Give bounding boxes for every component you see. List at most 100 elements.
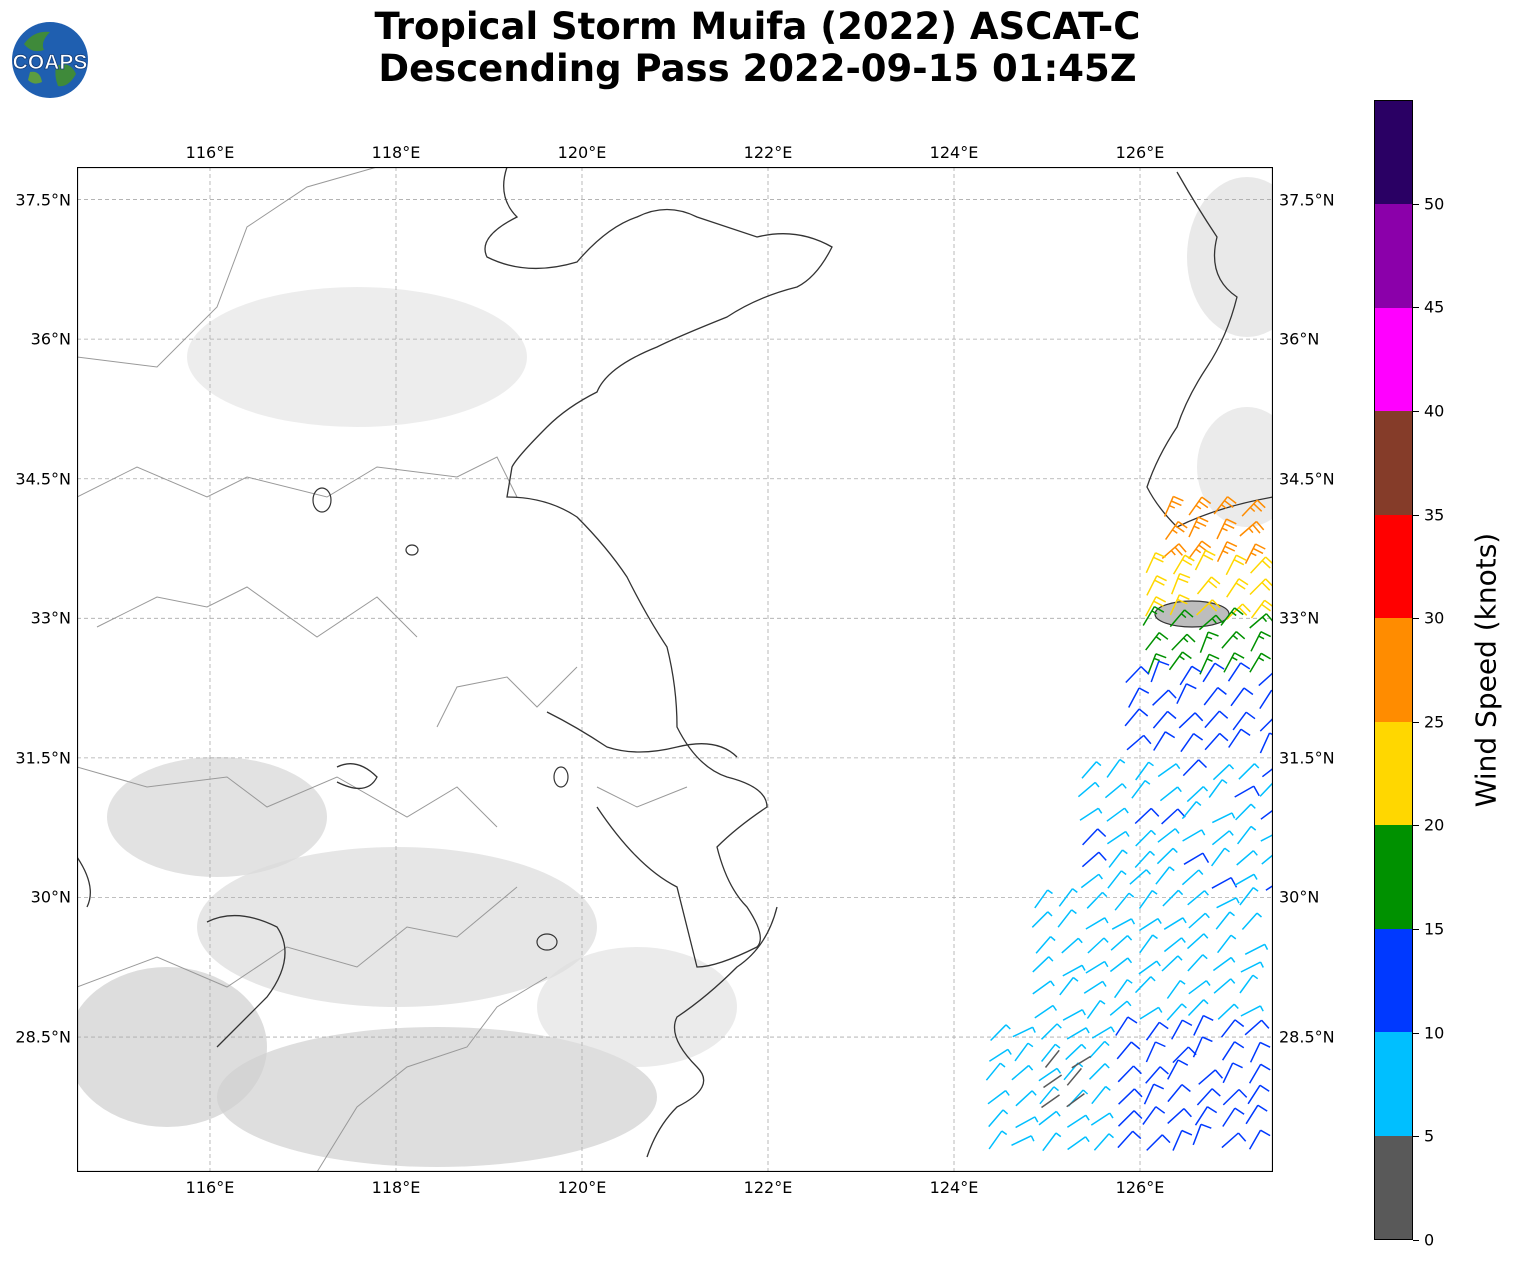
- colorbar-tick-mark: [1413, 1032, 1419, 1034]
- colorbar-segment: [1375, 825, 1412, 929]
- colorbar-tick-label: 15: [1424, 919, 1445, 939]
- wind-barb: [1087, 937, 1109, 954]
- wind-barb: [1058, 888, 1078, 907]
- wind-barb: [1142, 1106, 1166, 1125]
- wind-barb: [1163, 917, 1187, 930]
- wind-barb: [1261, 853, 1273, 865]
- colorbar-tick-label: 25: [1424, 712, 1445, 732]
- wind-barb: [1032, 980, 1055, 995]
- wind-barb: [1135, 761, 1154, 781]
- wind-barb: [1196, 576, 1221, 595]
- wind-barb: [1038, 1110, 1061, 1126]
- wind-barb: [1188, 496, 1212, 516]
- colorbar-tick-label: 50: [1424, 194, 1445, 214]
- wind-barb: [1237, 825, 1257, 845]
- wind-barb: [1145, 596, 1167, 617]
- wind-barb: [1108, 849, 1128, 868]
- wind-barb: [1104, 783, 1127, 799]
- lon-tick-label-top: 126°E: [1115, 143, 1165, 162]
- wind-barb: [988, 1109, 1009, 1128]
- logo-text: COAPS: [13, 51, 88, 74]
- wind-barb: [1043, 1074, 1063, 1089]
- wind-barb: [1086, 891, 1108, 909]
- wind-barb: [1042, 1132, 1062, 1152]
- wind-barb: [1222, 1062, 1243, 1084]
- wind-barb: [1118, 1088, 1143, 1105]
- title-line-2: Descending Pass 2022-09-15 01:45Z: [378, 47, 1137, 90]
- wind-barb: [1221, 631, 1246, 649]
- wind-barb: [1245, 1104, 1268, 1125]
- wind-barb: [1248, 1063, 1271, 1084]
- wind-barb: [1146, 575, 1167, 596]
- wind-barb: [1066, 1114, 1090, 1128]
- wind-barb: [1228, 728, 1251, 748]
- wind-barb: [1260, 809, 1273, 820]
- wind-barb: [987, 1090, 1010, 1105]
- wind-barb: [1117, 1110, 1143, 1127]
- lat-tick-label-left: 36°N: [30, 329, 71, 349]
- wind-barb: [1128, 687, 1150, 708]
- wind-barb: [1210, 847, 1230, 867]
- wind-barb: [1117, 1130, 1142, 1149]
- wind-barb: [1150, 660, 1170, 683]
- lat-tick-label-left: 34.5°N: [15, 469, 71, 489]
- wind-barb: [988, 1130, 1008, 1150]
- wind-barb: [1265, 884, 1273, 891]
- wind-barb: [1167, 1108, 1192, 1124]
- wind-barb: [1212, 956, 1236, 972]
- wind-barb: [1145, 1021, 1169, 1041]
- wind-barb: [1082, 828, 1107, 846]
- wind-barb: [1157, 763, 1181, 778]
- lat-tick-label-right: 31.5°N: [1279, 748, 1335, 768]
- colorbar-tick-label: 35: [1424, 505, 1445, 525]
- wind-barb: [1220, 607, 1244, 626]
- colorbar-tick-label: 40: [1424, 401, 1445, 421]
- wind-barb: [988, 1048, 1012, 1062]
- wind-barb: [1186, 786, 1209, 803]
- wind-barb: [1204, 732, 1229, 751]
- wind-barb: [1176, 683, 1197, 705]
- wind-barb: [1011, 1064, 1034, 1081]
- wind-barb: [1259, 732, 1273, 754]
- wind-barb: [1014, 1042, 1034, 1062]
- wind-barb: [1109, 1000, 1132, 1016]
- wind-barb: [1089, 1040, 1110, 1059]
- lon-tick-label-top: 124°E: [929, 143, 979, 162]
- lon-tick-label-top: 122°E: [743, 143, 793, 162]
- wind-barb: [1188, 912, 1210, 929]
- wind-barb: [1086, 999, 1106, 1019]
- wind-barb: [1169, 594, 1190, 616]
- wind-barb: [1199, 631, 1219, 653]
- wind-barb: [1156, 847, 1178, 865]
- wind-barb: [1152, 689, 1177, 706]
- wind-barb: [1012, 1026, 1036, 1038]
- wind-barb: [1131, 780, 1151, 799]
- wind-barb: [1198, 1069, 1224, 1085]
- wind-barb: [1085, 960, 1109, 974]
- wind-barb: [1181, 801, 1202, 820]
- wind-barb: [1138, 960, 1161, 975]
- wind-barb: [1164, 520, 1188, 541]
- wind-barb: [1244, 543, 1266, 564]
- wind-barb: [1110, 935, 1133, 951]
- wind-barb: [1138, 917, 1162, 932]
- wind-barb: [1161, 955, 1183, 972]
- colorbar-tick-mark: [1413, 721, 1419, 723]
- wind-barb: [1211, 830, 1234, 846]
- wind-barb: [1249, 652, 1271, 673]
- wind-barb: [1062, 1009, 1086, 1021]
- colorbar-segment: [1375, 928, 1412, 1033]
- wind-barb: [1211, 812, 1236, 824]
- wind-barb: [1145, 1066, 1169, 1084]
- wind-barb: [1083, 980, 1107, 994]
- wind-barb: [1134, 850, 1156, 869]
- wind-barb: [1198, 614, 1224, 631]
- wind-barb: [1111, 918, 1136, 930]
- wind-barb: [1163, 937, 1186, 953]
- wind-barb: [1079, 807, 1103, 821]
- wind-barb: [1187, 890, 1209, 906]
- wind-barb: [1166, 1003, 1187, 1021]
- wind-barb: [1062, 964, 1086, 977]
- wind-barb: [1134, 807, 1160, 825]
- wind-barb: [1015, 1090, 1037, 1107]
